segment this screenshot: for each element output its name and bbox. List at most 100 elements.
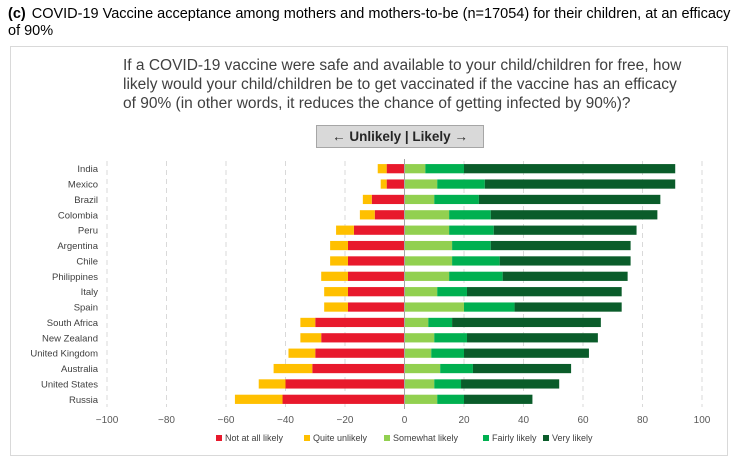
x-tick-label: 20 — [458, 415, 470, 426]
bar-colombia-not-at-all-likely — [374, 210, 405, 220]
bar-australia-somewhat-likely — [404, 363, 441, 374]
legend-label-quite-unlikely: Quite unlikely — [313, 433, 368, 443]
chart-frame — [10, 46, 728, 456]
bar-italy-somewhat-likely — [404, 287, 438, 297]
bar-mexico-very-likely — [484, 179, 676, 189]
bar-mexico-not-at-all-likely — [386, 179, 405, 189]
bar-south-africa-quite-unlikely — [300, 317, 316, 328]
bar-united-states-fairly-likely — [434, 379, 462, 389]
bar-philippines-very-likely — [502, 271, 628, 281]
bar-russia-quite-unlikely — [234, 394, 283, 404]
bar-india-very-likely — [464, 164, 676, 174]
bar-italy-fairly-likely — [437, 287, 467, 297]
category-label-india: India — [77, 164, 98, 175]
bar-spain-fairly-likely — [464, 302, 515, 312]
bar-peru-quite-unlikely — [336, 225, 354, 235]
bar-mexico-fairly-likely — [437, 179, 485, 189]
bar-united-states-very-likely — [461, 379, 560, 389]
legend-label-not-at-all-likely: Not at all likely — [225, 433, 284, 443]
bar-philippines-not-at-all-likely — [347, 271, 405, 281]
legend-label-very-likely: Very likely — [552, 433, 593, 443]
bar-australia-quite-unlikely — [273, 363, 313, 374]
bar-brazil-very-likely — [478, 194, 661, 205]
bar-peru-fairly-likely — [449, 225, 494, 235]
bar-united-states-quite-unlikely — [258, 379, 286, 389]
legend-swatch-fairly-likely — [483, 435, 489, 441]
category-label-australia: Australia — [61, 364, 99, 375]
bar-russia-not-at-all-likely — [282, 394, 405, 404]
bar-russia-very-likely — [464, 394, 533, 404]
bar-south-africa-very-likely — [452, 317, 601, 328]
legend-swatch-somewhat-likely — [384, 435, 390, 441]
bar-russia-somewhat-likely — [404, 394, 438, 404]
category-label-spain: Spain — [74, 303, 98, 314]
bar-argentina-fairly-likely — [452, 240, 491, 251]
bar-new-zealand-fairly-likely — [434, 333, 467, 343]
category-label-peru: Peru — [78, 226, 98, 237]
bar-brazil-quite-unlikely — [362, 194, 372, 205]
category-label-new-zealand: New Zealand — [42, 333, 98, 344]
bar-united-states-not-at-all-likely — [285, 379, 405, 389]
survey-question: If a COVID-19 vaccine were safe and avai… — [123, 57, 682, 112]
bar-australia-not-at-all-likely — [312, 363, 405, 374]
legend-swatch-quite-unlikely — [304, 435, 310, 441]
x-tick-label: 100 — [694, 415, 711, 426]
bar-new-zealand-not-at-all-likely — [321, 333, 405, 343]
bar-spain-very-likely — [514, 302, 622, 312]
x-tick-label: −100 — [96, 415, 119, 426]
bar-united-kingdom-not-at-all-likely — [315, 348, 405, 358]
category-label-brazil: Brazil — [74, 195, 98, 206]
x-tick-label: 0 — [402, 415, 408, 426]
category-label-chile: Chile — [76, 256, 98, 267]
bar-spain-not-at-all-likely — [347, 302, 405, 312]
bar-argentina-not-at-all-likely — [347, 240, 405, 251]
bar-colombia-quite-unlikely — [359, 210, 375, 220]
bar-colombia-fairly-likely — [449, 210, 491, 220]
bar-peru-not-at-all-likely — [353, 225, 405, 235]
category-label-argentina: Argentina — [57, 241, 98, 252]
bar-india-quite-unlikely — [377, 164, 387, 174]
bar-philippines-quite-unlikely — [321, 271, 348, 281]
category-label-philippines: Philippines — [52, 272, 98, 283]
category-label-russia: Russia — [69, 395, 99, 406]
x-tick-label: 40 — [518, 415, 530, 426]
bar-peru-somewhat-likely — [404, 225, 450, 235]
bar-australia-very-likely — [472, 363, 572, 374]
x-tick-label: −60 — [218, 415, 235, 426]
bar-new-zealand-quite-unlikely — [300, 333, 322, 343]
bar-colombia-very-likely — [490, 210, 658, 220]
bar-brazil-fairly-likely — [434, 194, 479, 205]
bar-spain-quite-unlikely — [324, 302, 348, 312]
bar-brazil-not-at-all-likely — [371, 194, 405, 205]
panel-label: (c) — [8, 6, 26, 22]
bar-russia-fairly-likely — [437, 394, 464, 404]
bar-italy-not-at-all-likely — [347, 287, 405, 297]
bar-argentina-quite-unlikely — [330, 240, 348, 251]
category-label-colombia: Colombia — [58, 210, 99, 221]
bar-new-zealand-somewhat-likely — [404, 333, 435, 343]
bar-italy-very-likely — [466, 287, 622, 297]
bar-united-kingdom-fairly-likely — [431, 348, 464, 358]
legend-label-somewhat-likely: Somewhat likely — [393, 433, 459, 443]
figure-title: (c) COVID-19 Vaccine acceptance among mot… — [8, 6, 733, 40]
legend-swatch-not-at-all-likely — [216, 435, 222, 441]
bar-argentina-somewhat-likely — [404, 240, 453, 251]
legend-label-fairly-likely: Fairly likely — [492, 433, 537, 443]
direction-label: ← Unlikely | Likely → — [316, 125, 484, 148]
bar-peru-very-likely — [493, 225, 637, 235]
bar-italy-quite-unlikely — [324, 287, 348, 297]
figure-title-text: COVID-19 Vaccine acceptance among mother… — [8, 6, 731, 39]
bar-new-zealand-very-likely — [466, 333, 598, 343]
bar-india-fairly-likely — [425, 164, 464, 174]
x-tick-label: 60 — [577, 415, 589, 426]
category-label-south-africa: South Africa — [47, 318, 99, 329]
category-label-mexico: Mexico — [68, 180, 98, 191]
bar-south-africa-somewhat-likely — [404, 317, 429, 328]
bar-chile-very-likely — [499, 256, 631, 266]
bar-india-somewhat-likely — [404, 164, 426, 174]
bar-united-kingdom-somewhat-likely — [404, 348, 432, 358]
bar-mexico-quite-unlikely — [380, 179, 387, 189]
bar-spain-somewhat-likely — [404, 302, 464, 312]
bar-mexico-somewhat-likely — [404, 179, 438, 189]
